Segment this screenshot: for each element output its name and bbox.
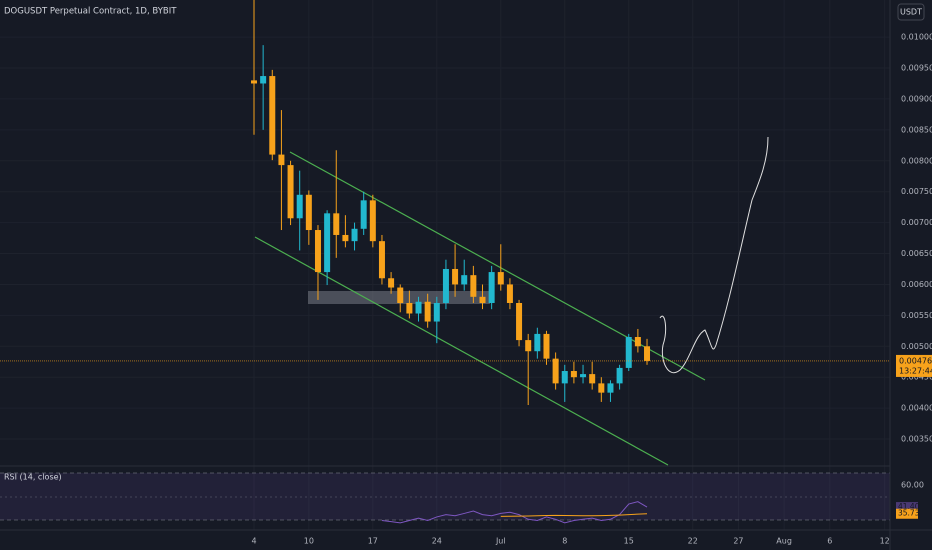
candle-body <box>406 302 413 314</box>
rsi-band <box>0 473 890 520</box>
rsi-line <box>500 513 648 517</box>
candle-body <box>378 241 385 279</box>
chart-title: DOGUSDT Perpetual Contract, 1D, BYBIT <box>4 7 177 17</box>
candle-body <box>488 272 495 303</box>
rsi-value-tag <box>896 508 918 519</box>
candle-body <box>589 374 596 384</box>
candle-body <box>360 200 367 229</box>
candle-body <box>433 302 440 322</box>
x-tick-label: 24 <box>432 537 442 546</box>
x-tick-label: 12 <box>880 537 890 546</box>
candle-body <box>470 275 477 297</box>
candle-body <box>461 275 468 285</box>
candle-body <box>534 333 541 352</box>
candle-body <box>479 296 486 303</box>
candle-body <box>287 165 294 219</box>
rsi-title: RSI (14, close) <box>4 473 62 482</box>
rsi-line <box>381 501 648 524</box>
x-tick-label: 6 <box>827 537 832 546</box>
rsi-value-label: 41.40 <box>898 502 920 511</box>
candles <box>0 0 890 406</box>
currency-button-label[interactable]: USDT <box>900 8 922 17</box>
candle-body <box>369 200 376 242</box>
x-tick-label: 10 <box>304 537 314 546</box>
candle-body <box>452 268 459 285</box>
candle-body <box>525 340 532 352</box>
rsi-value-tag <box>896 502 918 513</box>
grid <box>0 0 890 530</box>
candle-body <box>314 230 321 273</box>
candle-body <box>305 194 312 231</box>
candle-body <box>516 302 523 341</box>
x-tick-label: 4 <box>251 537 256 546</box>
candle-body <box>324 213 331 273</box>
x-tick-label: 15 <box>624 537 634 546</box>
candle-body <box>552 358 559 384</box>
candle-body <box>625 337 632 368</box>
rsi-value-label: 35.73 <box>898 509 920 518</box>
projection-path <box>659 136 769 373</box>
x-tick-label: 8 <box>562 537 567 546</box>
candle-body <box>342 234 349 242</box>
candle-body <box>561 371 568 384</box>
candle-body <box>260 76 267 84</box>
x-tick-label: 27 <box>733 537 743 546</box>
candle-body <box>598 383 605 393</box>
candle-body <box>497 272 504 285</box>
x-tick-label: 17 <box>368 537 378 546</box>
rsi-tick-label: 60.00 <box>901 481 924 490</box>
candle-body <box>442 268 449 303</box>
currency-button[interactable] <box>897 3 925 21</box>
candle-body <box>251 80 257 84</box>
candle-body <box>543 333 550 359</box>
candle-body <box>634 337 641 347</box>
countdown-label: 13:27:44 <box>899 366 932 375</box>
x-tick-label: Jul <box>495 537 506 546</box>
candle-body <box>269 76 276 155</box>
x-tick-label: Aug <box>776 537 792 546</box>
rsi <box>381 501 648 524</box>
candle-body <box>570 371 577 378</box>
candle-body <box>351 228 358 242</box>
candle-body <box>644 346 651 361</box>
candle-body <box>388 278 395 288</box>
candle-body <box>397 287 404 303</box>
y-tick-label: 0.010000 <box>901 33 932 42</box>
candle-body <box>580 374 587 378</box>
candle-body <box>278 154 285 166</box>
x-tick-label: 22 <box>688 537 698 546</box>
last-price-label: 0.004763 <box>899 356 932 365</box>
last-price-tag <box>896 354 932 377</box>
candle-body <box>506 284 513 303</box>
candle-body <box>415 301 422 314</box>
candle-body <box>296 194 303 219</box>
candle-body <box>424 301 431 322</box>
channel-lower <box>254 236 669 466</box>
candle-body <box>616 367 623 384</box>
candle-body <box>333 213 340 235</box>
candle-body <box>607 383 614 393</box>
